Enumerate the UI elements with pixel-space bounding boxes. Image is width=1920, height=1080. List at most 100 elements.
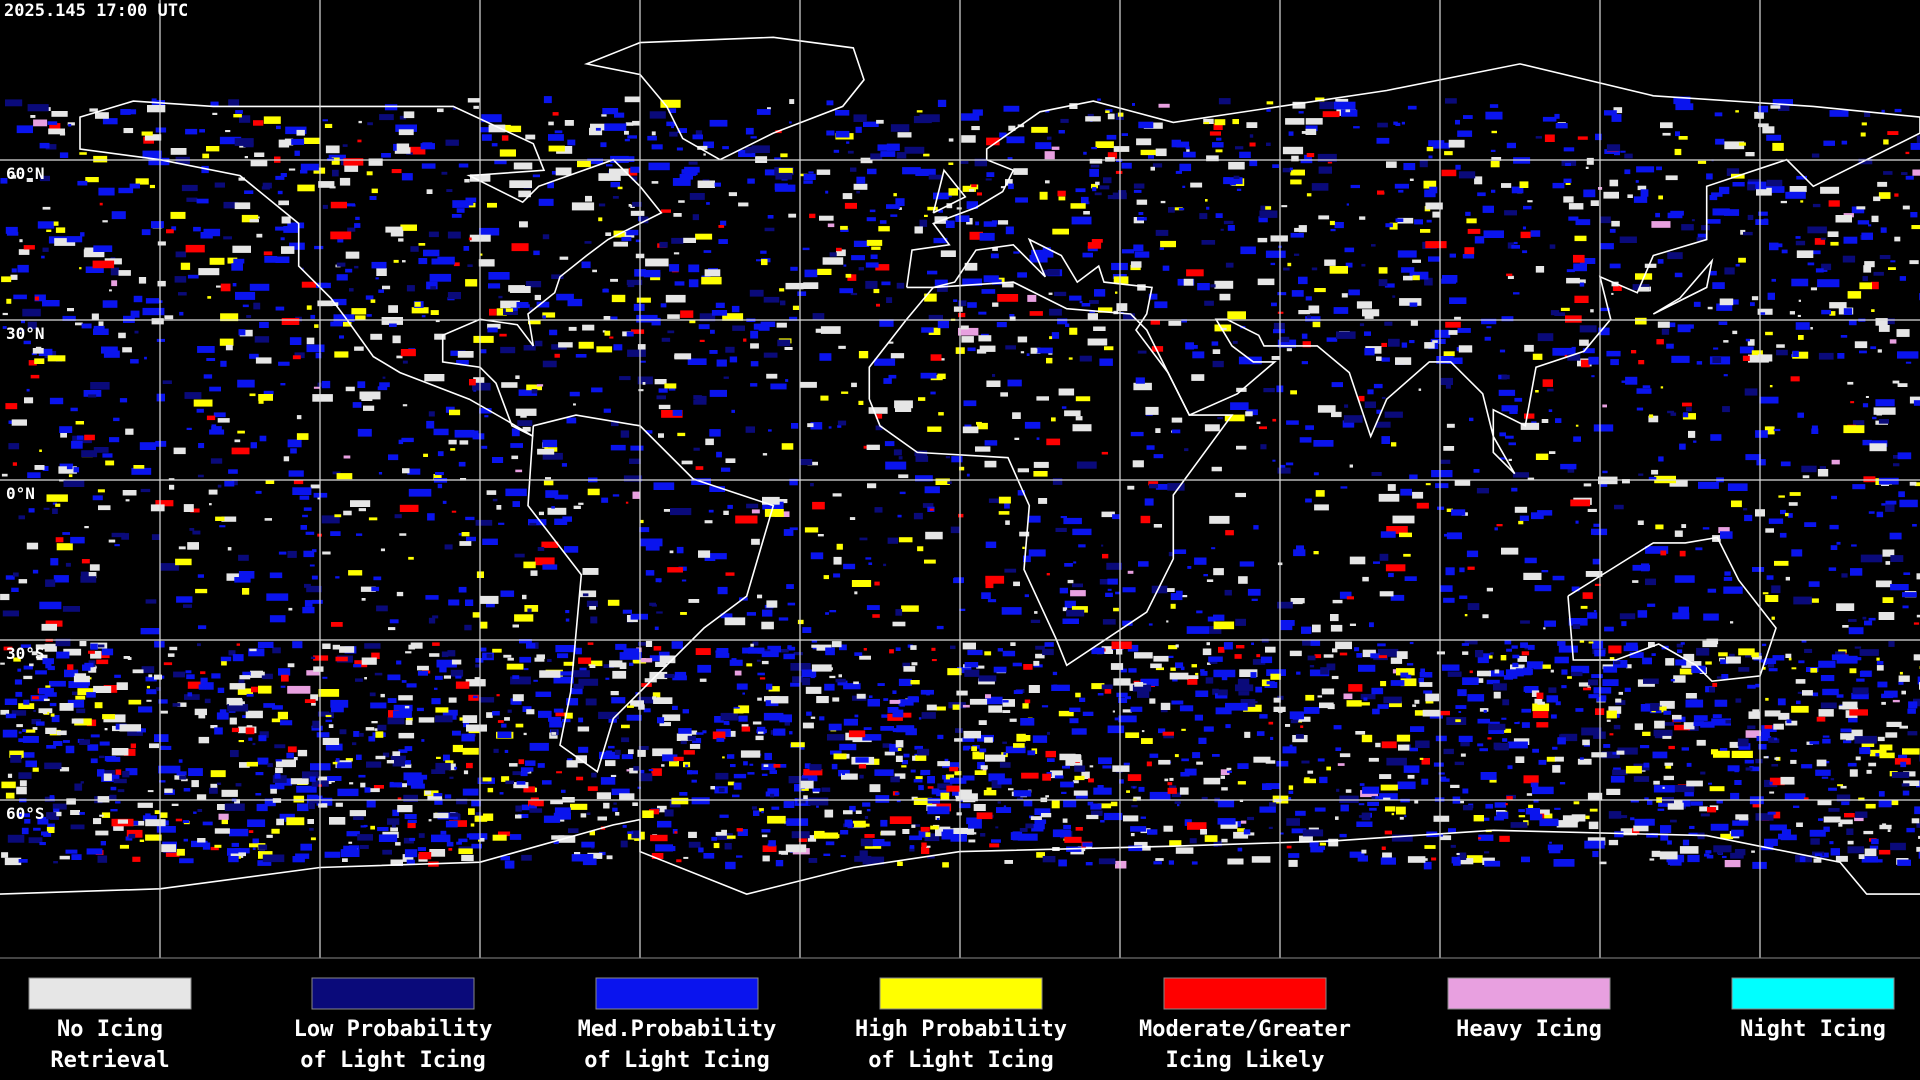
icing-pixel — [1489, 670, 1504, 677]
icing-pixel — [1450, 784, 1460, 788]
icing-pixel — [709, 350, 718, 354]
icing-pixel — [985, 575, 1005, 584]
icing-pixel — [337, 238, 344, 243]
icing-pixel — [1063, 517, 1082, 525]
icing-pixel — [1151, 346, 1164, 352]
icing-pixel — [1796, 175, 1807, 180]
icing-pixel — [630, 445, 644, 451]
icing-pixel — [858, 400, 864, 405]
icing-pixel — [1909, 396, 1920, 404]
icing-pixel — [1425, 483, 1431, 486]
icing-pixel — [1289, 650, 1302, 657]
icing-pixel — [93, 245, 113, 252]
icing-pixel — [1020, 718, 1035, 726]
icing-pixel — [1097, 693, 1104, 696]
icing-pixel — [1017, 336, 1028, 343]
icing-pixel — [1317, 153, 1337, 162]
icing-pixel — [1192, 351, 1205, 359]
icing-pixel — [355, 315, 366, 321]
icing-pixel — [1900, 761, 1907, 768]
icing-pixel — [343, 455, 351, 459]
icing-pixel — [1845, 734, 1854, 741]
icing-pixel — [730, 764, 736, 768]
icing-pixel — [259, 435, 267, 442]
icing-pixel — [670, 508, 692, 516]
icing-pixel — [1051, 332, 1060, 339]
icing-pixel — [1550, 669, 1554, 673]
icing-pixel — [1881, 701, 1886, 705]
icing-pixel — [1451, 856, 1460, 864]
icing-pixel — [1348, 684, 1363, 692]
icing-pixel — [1525, 686, 1539, 693]
icing-pixel — [578, 746, 589, 753]
icing-pixel — [608, 745, 615, 749]
icing-pixel — [975, 446, 991, 452]
icing-pixel — [1756, 187, 1772, 196]
icing-pixel — [278, 139, 290, 148]
icing-pixel — [70, 810, 80, 815]
icing-pixel — [1145, 406, 1159, 415]
icing-pixel — [1851, 692, 1869, 700]
icing-pixel — [1144, 498, 1154, 506]
icing-pixel — [339, 177, 351, 186]
icing-pixel — [1494, 527, 1498, 531]
icing-pixel — [749, 763, 754, 766]
icing-pixel — [951, 456, 963, 463]
icing-pixel — [1458, 171, 1476, 179]
icing-pixel — [1270, 262, 1276, 266]
icing-pixel — [1815, 268, 1824, 273]
icing-pixel — [200, 677, 208, 685]
icing-pixel — [1196, 610, 1203, 614]
icing-pixel — [1301, 626, 1312, 634]
icing-pixel — [21, 827, 29, 835]
icing-pixel — [231, 842, 239, 847]
icing-pixel — [1250, 672, 1257, 678]
icing-pixel — [332, 169, 339, 177]
icing-pixel — [1467, 603, 1480, 610]
icing-pixel — [880, 819, 888, 827]
icing-pixel — [898, 456, 903, 460]
icing-pixel — [451, 214, 462, 218]
icing-pixel — [0, 662, 5, 665]
icing-pixel — [959, 608, 966, 611]
icing-pixel — [767, 843, 773, 846]
icing-pixel — [150, 504, 165, 512]
icing-pixel — [561, 789, 566, 793]
icing-pixel — [1136, 845, 1151, 851]
icing-pixel — [1773, 723, 1784, 730]
icing-pixel — [928, 314, 943, 320]
icing-pixel — [1012, 836, 1021, 841]
icing-pixel — [989, 843, 1000, 848]
icing-pixel — [1102, 765, 1112, 769]
icing-pixel — [75, 322, 83, 326]
icing-pixel — [400, 349, 416, 357]
icing-pixel — [1105, 592, 1113, 597]
icing-pixel — [853, 820, 866, 828]
icing-pixel — [924, 559, 936, 564]
icing-pixel — [1666, 343, 1674, 349]
icing-pixel — [1840, 657, 1844, 661]
icing-pixel — [851, 382, 857, 388]
icing-pixel — [486, 712, 493, 718]
icing-pixel — [553, 676, 574, 684]
icing-pixel — [1180, 595, 1188, 598]
icing-pixel — [145, 834, 162, 841]
icing-pixel — [787, 646, 796, 651]
icing-pixel — [1378, 279, 1388, 287]
icing-pixel — [194, 708, 207, 716]
icing-pixel — [494, 160, 507, 165]
icing-pixel — [630, 613, 648, 620]
icing-pixel — [1085, 862, 1093, 866]
icing-pixel — [1110, 663, 1124, 670]
icing-pixel — [1280, 832, 1284, 835]
icing-pixel — [325, 719, 333, 723]
icing-pixel — [437, 256, 455, 265]
icing-pixel — [232, 245, 251, 253]
icing-pixel — [1606, 710, 1617, 719]
icing-pixel — [916, 110, 923, 113]
icing-pixel — [130, 359, 139, 364]
icing-pixel — [118, 187, 134, 194]
icing-pixel — [2, 610, 20, 617]
icing-pixel — [623, 648, 639, 655]
icing-pixel — [1588, 694, 1599, 699]
